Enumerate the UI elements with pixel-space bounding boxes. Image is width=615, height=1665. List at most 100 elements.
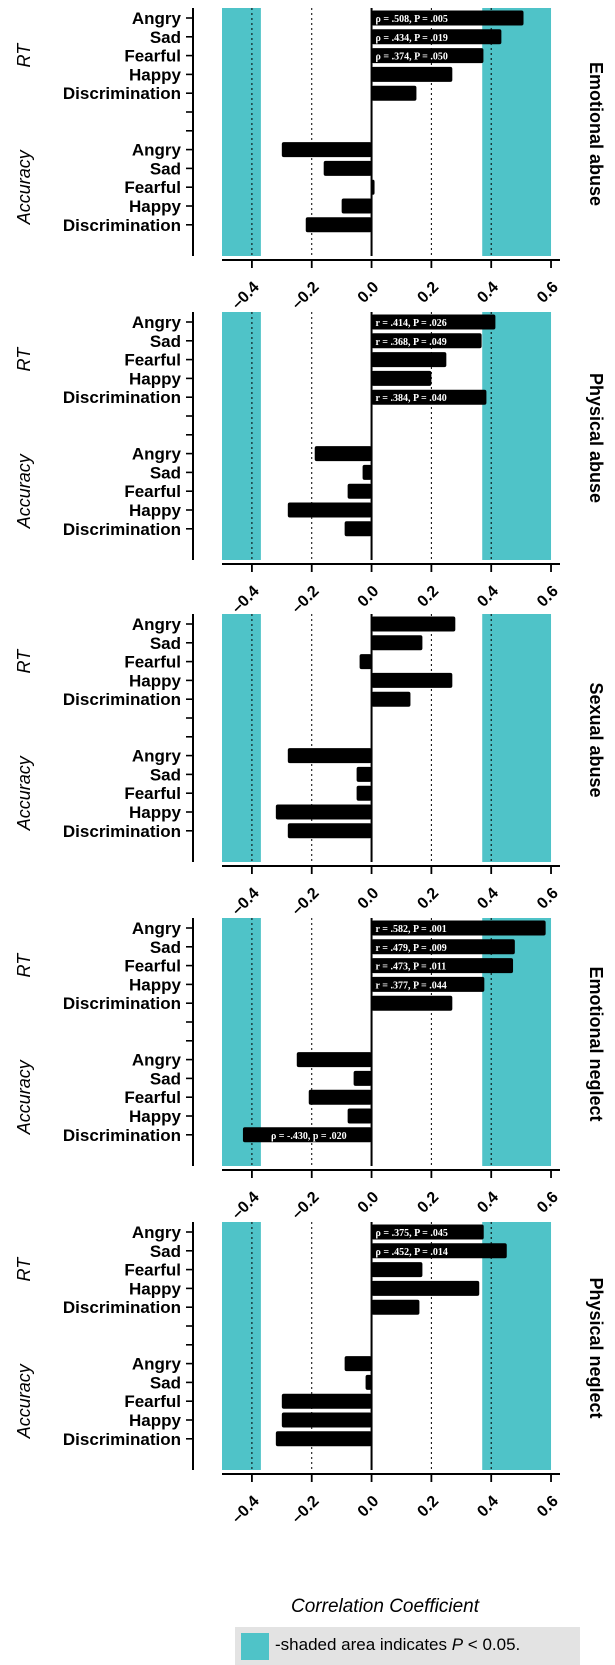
category-label: Sad — [150, 463, 181, 482]
x-tick-label: 0.0 — [355, 583, 383, 611]
x-tick-label: –0.4 — [229, 279, 263, 313]
x-tick-label: 0.6 — [534, 1493, 562, 1521]
x-tick-label: 0.4 — [474, 583, 502, 611]
panel-emotional-abuse: ρ = .508, P = .005 ρ = .434, P = .019 ρ = … — [14, 8, 606, 313]
category-label: Happy — [129, 1411, 182, 1430]
legend-swatch — [241, 1633, 269, 1660]
x-tick-label: 0.4 — [474, 279, 502, 307]
category-label: Discrimination — [63, 216, 181, 235]
x-tick-label: 0.2 — [414, 1189, 442, 1217]
group-label-accuracy: Accuracy — [14, 149, 34, 225]
bar — [296, 1052, 372, 1068]
x-tick-label: –0.4 — [229, 583, 263, 617]
category-label: Sad — [150, 634, 181, 653]
category-label: Sad — [150, 1242, 181, 1261]
significance-shade — [482, 918, 552, 1166]
bar-annotation: r = .473, P = .011 — [376, 962, 447, 973]
bar — [371, 1262, 423, 1278]
x-tick-label: 0.0 — [355, 279, 383, 307]
x-tick-label: –0.4 — [229, 885, 263, 919]
bar — [371, 1280, 480, 1296]
category-label: Fearful — [124, 47, 181, 66]
category-label: Fearful — [124, 178, 181, 197]
category-label: Happy — [129, 975, 182, 994]
bar — [371, 370, 432, 386]
bar — [371, 66, 453, 82]
bar — [356, 785, 372, 801]
bar — [371, 10, 524, 26]
category-label: Fearful — [124, 653, 181, 672]
legend-text: -shaded area indicates P < 0.05. — [275, 1635, 521, 1654]
category-label: Happy — [129, 501, 182, 520]
x-tick-label: 0.0 — [355, 1189, 383, 1217]
legend: -shaded area indicates P < 0.05. — [235, 1627, 580, 1665]
bar — [371, 389, 487, 405]
x-tick-label: 0.0 — [355, 1493, 383, 1521]
x-tick-label: 0.0 — [355, 885, 383, 913]
bar-annotation: ρ = .452, P = .014 — [376, 1247, 448, 1258]
x-tick-label: 0.6 — [534, 1189, 562, 1217]
panel-title: Emotional abuse — [586, 62, 606, 206]
category-label: Discrimination — [63, 822, 181, 841]
bar — [371, 1299, 420, 1315]
category-label: Sad — [150, 1373, 181, 1392]
x-tick-label: –0.2 — [289, 1493, 323, 1527]
category-label: Fearful — [124, 957, 181, 976]
bar — [371, 1224, 484, 1240]
category-label: Angry — [132, 1223, 182, 1242]
significance-shade — [482, 614, 552, 862]
bar — [365, 1374, 372, 1390]
bar — [371, 85, 417, 101]
bar — [347, 483, 372, 499]
x-tick-label: 0.6 — [534, 583, 562, 611]
x-tick-label: 0.2 — [414, 1493, 442, 1521]
bar — [242, 1127, 372, 1143]
category-label: Angry — [132, 1355, 182, 1374]
bar — [356, 766, 372, 782]
group-label-accuracy: Accuracy — [14, 1059, 34, 1135]
category-label: Happy — [129, 369, 182, 388]
group-label-accuracy: Accuracy — [14, 755, 34, 831]
category-label: Fearful — [124, 1392, 181, 1411]
bar — [344, 1356, 372, 1372]
group-label-rt: RT — [14, 346, 34, 372]
category-label: Happy — [129, 197, 182, 216]
bar — [314, 446, 372, 462]
category-label: Discrimination — [63, 1298, 181, 1317]
bar — [287, 748, 372, 764]
category-label: Sad — [150, 1069, 181, 1088]
bar — [281, 142, 372, 158]
bar — [371, 976, 485, 992]
category-label: Fearful — [124, 1088, 181, 1107]
bar-annotation: r = .384, P = .040 — [376, 393, 447, 404]
group-label-accuracy: Accuracy — [14, 1363, 34, 1439]
group-label-accuracy: Accuracy — [14, 453, 34, 529]
category-label: Happy — [129, 1107, 182, 1126]
category-label: Sad — [150, 332, 181, 351]
bar — [347, 1108, 372, 1124]
bar — [371, 29, 502, 45]
bar — [371, 352, 447, 368]
category-label: Discrimination — [63, 84, 181, 103]
bar-annotation: ρ = .374, P = .050 — [376, 52, 448, 63]
group-label-rt: RT — [14, 648, 34, 674]
panel-title: Sexual abuse — [586, 682, 606, 797]
category-label: Discrimination — [63, 388, 181, 407]
category-label: Angry — [132, 445, 182, 464]
significance-shade — [222, 312, 261, 560]
bar — [371, 691, 411, 707]
bar — [341, 198, 372, 214]
x-tick-label: 0.2 — [414, 279, 442, 307]
category-label: Sad — [150, 28, 181, 47]
significance-shade — [482, 312, 552, 560]
bar — [287, 823, 372, 839]
panel-physical-neglect: ρ = .375, P = .045 ρ = .452, P = .014 Angr… — [14, 1222, 606, 1527]
category-label: Sad — [150, 938, 181, 957]
bar — [371, 635, 423, 651]
bar — [371, 958, 514, 974]
category-label: Happy — [129, 1279, 182, 1298]
bar — [281, 1412, 372, 1428]
x-tick-label: –0.4 — [229, 1189, 263, 1223]
group-label-rt: RT — [14, 952, 34, 978]
significance-shade — [222, 1222, 261, 1470]
